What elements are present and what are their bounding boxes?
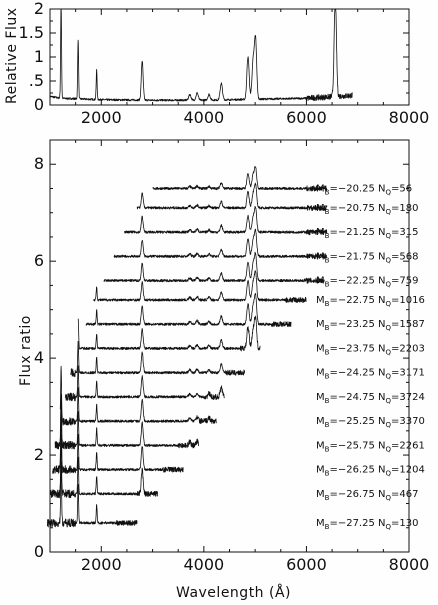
ratio-spectrum-1 [152,166,328,192]
row-label: MB=−27.25 NQ=130 [316,518,419,531]
ratio-spectrum-13 [52,410,184,474]
row-label: MB=−24.75 NQ=3724 [316,392,425,405]
ratio-spectrum-8 [77,315,261,352]
composite-spectrum-line [49,8,353,102]
x-tick-label: 4000 [183,108,224,127]
ratio-spectrum-4 [113,228,327,260]
ratio-spectrum-5 [103,251,325,284]
y-tick-label: 8 [34,154,44,173]
ratio-spectrum-6 [93,270,307,303]
row-label: MB=−21.25 NQ=315 [316,227,419,240]
bottom-ticks: 2000 4000 6000 8000 0 2 4 6 8 [34,139,430,574]
bottom-spectra [47,166,328,528]
y-tick-label: 2 [34,445,44,464]
ratio-spectrum-9 [70,340,246,378]
row-label: MB=−26.25 NQ=1204 [316,465,425,478]
ratio-spectrum-11 [59,365,217,426]
y-tick-label: 0 [34,95,44,114]
row-labels: MB=−20.25 NQ=56 MB=−20.75 NQ=180 MB=−21.25… [316,183,425,530]
ratio-spectrum-10 [65,365,225,402]
y-tick-label: 6 [34,251,44,270]
x-tick-label: 4000 [183,555,224,574]
ratio-spectrum-15 [47,461,138,528]
x-axis-title: Wavelength (Å) [176,584,291,601]
x-tick-label: 8000 [389,108,430,127]
ratio-spectrum-2 [136,182,328,211]
row-label: MB=−24.25 NQ=3171 [316,368,425,381]
y-tick-label: 1 [34,47,44,66]
row-label: MB=−22.75 NQ=1016 [316,295,425,308]
row-label: MB=−20.25 NQ=56 [316,183,412,196]
y-tick-label: 4 [34,348,44,367]
ratio-spectrum-3 [124,205,328,236]
x-tick-label: 2000 [81,108,122,127]
x-tick-label: 6000 [286,555,327,574]
ratio-spectrum-7 [85,292,292,328]
top-spectrum [49,8,353,102]
row-label: MB=−23.75 NQ=2203 [316,343,425,356]
y-tick-label: .5 [29,71,44,90]
y-tick-label: 0 [34,542,44,561]
y-tick-label: 2 [34,0,44,18]
row-label: MB=−25.25 NQ=3370 [316,416,425,429]
row-label: MB=−25.75 NQ=2261 [316,440,425,453]
top-plot-frame [49,8,410,106]
row-label: MB=−22.25 NQ=759 [316,276,419,289]
row-label: MB=−23.25 NQ=1587 [316,319,425,332]
y-tick-label: 1.5 [19,23,44,42]
top-ticks: 2000 4000 6000 8000 0 .5 1 1.5 2 [19,0,430,127]
row-label: MB=−20.75 NQ=180 [316,203,419,216]
ratio-spectrum-14 [49,434,159,499]
x-tick-label: 8000 [389,555,430,574]
ratio-spectrum-12 [54,393,200,450]
row-label: MB=−21.75 NQ=568 [316,251,419,264]
x-tick-label: 6000 [286,108,327,127]
x-tick-label: 2000 [81,555,122,574]
top-y-axis-title: Relative Flux [4,7,20,104]
bottom-y-axis-title: Flux ratio [18,315,34,386]
row-label: MB=−26.75 NQ=467 [316,489,419,502]
top-panel: 2000 4000 6000 8000 0 .5 1 1.5 2 Relative Flux [4,0,429,127]
